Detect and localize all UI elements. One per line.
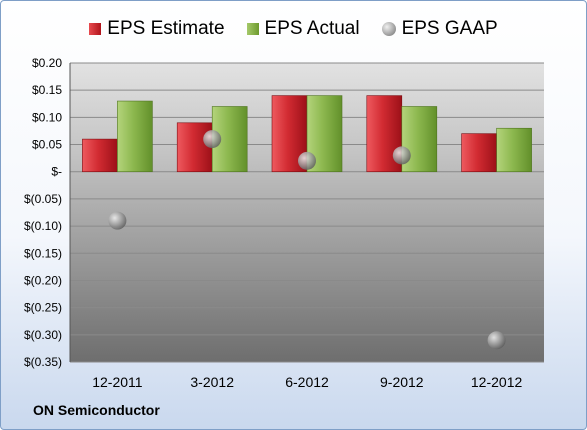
gaap-point — [487, 331, 506, 350]
y-tick-label: $(0.20) — [24, 273, 62, 287]
x-category-label: 9-2012 — [380, 374, 424, 390]
legend-item-estimate: EPS Estimate — [89, 18, 225, 40]
legend-swatch-gaap — [381, 22, 396, 36]
y-tick-label: $0.15 — [32, 83, 62, 97]
gaap-point — [203, 130, 222, 149]
y-tick-label: $- — [51, 165, 62, 179]
actual-bar — [117, 100, 153, 173]
x-axis-labels: 12-2011 3-2012 6-2012 9-2012 12-2012 — [92, 374, 522, 390]
y-tick-label: $0.05 — [32, 138, 62, 152]
legend-swatch-actual — [246, 23, 259, 35]
y-tick-label: $(0.25) — [24, 301, 62, 315]
legend-item-actual: EPS Actual — [246, 18, 360, 40]
estimate-bar — [82, 138, 118, 173]
x-category-label: 6-2012 — [285, 374, 329, 390]
y-tick-label: $(0.15) — [24, 246, 62, 260]
gaap-point — [298, 151, 316, 170]
estimate-bar — [176, 122, 213, 173]
estimate-bar — [461, 133, 497, 173]
legend-item-gaap: EPS GAAP — [381, 18, 498, 40]
legend-swatch-estimate — [89, 23, 102, 35]
gaap-points — [108, 130, 506, 350]
gaap-point — [108, 211, 127, 230]
legend: EPS Estimate EPS Actual EPS GAAP — [0, 14, 587, 44]
y-tick-label: $0.10 — [32, 110, 62, 124]
company-name: ON Semiconductor — [33, 402, 160, 418]
x-category-label: 3-2012 — [190, 374, 234, 390]
y-tick-label: $(0.05) — [24, 192, 62, 206]
y-axis-ticks: $0.20 $0.15 $0.10 $0.05 $- $(0.05) $(0.10) $(0.… — [24, 56, 62, 369]
legend-label-gaap: EPS GAAP — [401, 18, 498, 39]
x-category-label: 12-2012 — [471, 374, 523, 390]
x-category-label: 12-2011 — [92, 374, 143, 390]
y-tick-label: $0.20 — [32, 56, 62, 70]
legend-label-estimate: EPS Estimate — [107, 18, 225, 39]
y-tick-label: $(0.35) — [24, 355, 62, 369]
y-tick-label: $(0.10) — [24, 219, 62, 233]
legend-label-actual: EPS Actual — [264, 18, 360, 39]
gaap-point — [392, 146, 411, 165]
y-tick-label: $(0.30) — [24, 328, 62, 342]
actual-bar — [496, 127, 532, 173]
